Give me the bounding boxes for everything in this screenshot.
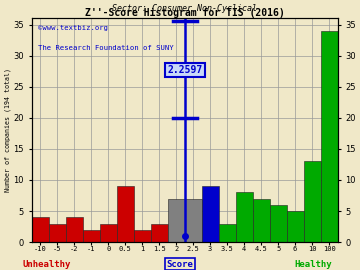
Bar [32, 217, 49, 242]
Text: Healthy: Healthy [294, 260, 332, 269]
Text: The Research Foundation of SUNY: The Research Foundation of SUNY [38, 45, 174, 51]
Bar [100, 224, 117, 242]
Bar [66, 217, 83, 242]
Text: 2.2597: 2.2597 [167, 65, 203, 75]
Bar [235, 193, 253, 242]
Bar [134, 230, 150, 242]
Text: Score: Score [167, 260, 193, 269]
Bar [303, 161, 320, 242]
Title: Z''-Score Histogram for TIS (2016): Z''-Score Histogram for TIS (2016) [85, 8, 284, 18]
Text: ©www.textbiz.org: ©www.textbiz.org [38, 25, 108, 31]
Bar [270, 205, 287, 242]
Bar [83, 230, 100, 242]
Bar [320, 31, 338, 242]
Bar [287, 211, 303, 242]
Bar [185, 199, 202, 242]
Bar [219, 224, 235, 242]
Bar [117, 186, 134, 242]
Text: Unhealthy: Unhealthy [23, 260, 71, 269]
Bar [168, 199, 185, 242]
Bar [202, 186, 219, 242]
Bar [49, 224, 66, 242]
Text: Sector: Consumer Non-Cyclical: Sector: Consumer Non-Cyclical [112, 4, 257, 13]
Bar [253, 199, 270, 242]
Bar [150, 224, 168, 242]
Y-axis label: Number of companies (194 total): Number of companies (194 total) [4, 68, 11, 192]
